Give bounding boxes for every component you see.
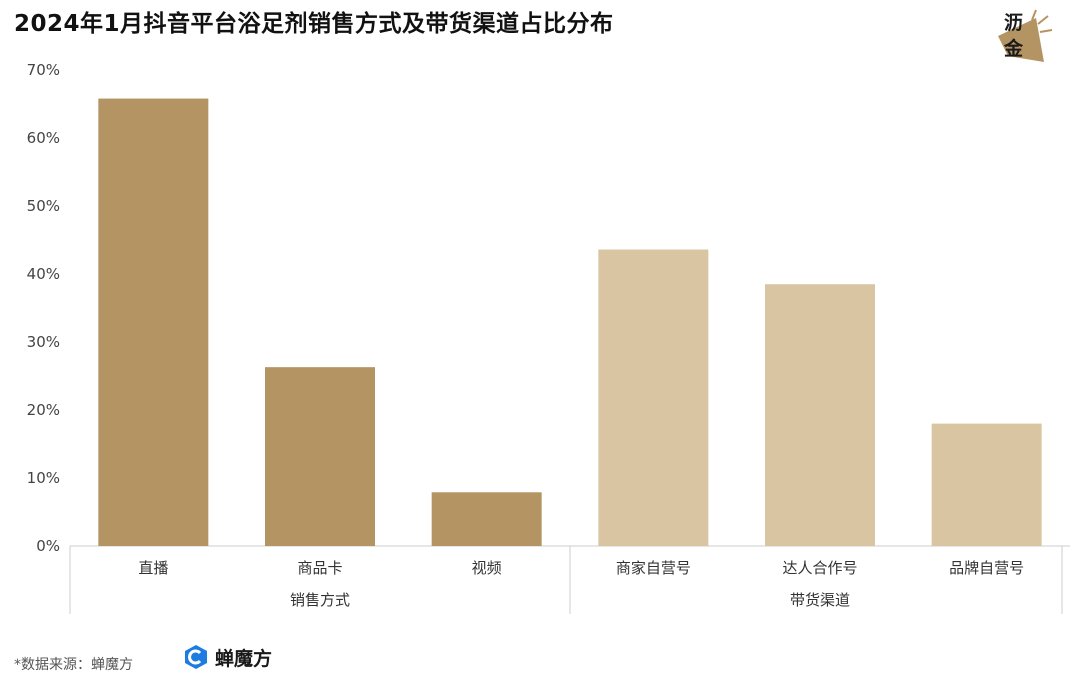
brand-logo: 沥 金	[992, 6, 1054, 66]
y-tick-label: 0%	[36, 537, 60, 555]
bar-1	[265, 367, 375, 546]
group-label: 销售方式	[290, 591, 350, 609]
chanmofang-logo-icon	[185, 645, 207, 669]
x-category-label: 商品卡	[297, 559, 342, 577]
y-tick-label: 40%	[27, 265, 60, 283]
x-category-label: 商家自营号	[616, 559, 691, 577]
x-category-label: 品牌自营号	[949, 559, 1024, 577]
logo-text-2: 金	[1004, 38, 1024, 60]
y-tick-label: 10%	[27, 469, 60, 487]
bar-0	[98, 98, 209, 546]
x-category-label: 达人合作号	[782, 559, 857, 577]
x-category-label: 视频	[472, 559, 502, 577]
bar-4	[765, 284, 875, 546]
brand-mark: 蝉魔方	[183, 642, 272, 672]
logo-text-1: 沥	[1004, 12, 1024, 34]
bar-3	[598, 249, 709, 546]
bar-chart: 0% 10% 20% 30% 40% 50% 60% 70% 直播 商品卡 视频 商家自营号 达人合作号…	[27, 61, 1070, 614]
y-tick-label: 20%	[27, 401, 60, 419]
logo-icon	[998, 9, 1053, 62]
y-tick-label: 70%	[27, 61, 60, 79]
group-label: 带货渠道	[790, 591, 850, 609]
y-tick-label: 30%	[27, 333, 60, 351]
x-category-label: 直播	[138, 559, 168, 577]
y-tick-label: 50%	[27, 197, 60, 215]
data-source-note: *数据来源：蝉魔方	[14, 657, 133, 673]
bar-5	[931, 423, 1042, 546]
y-tick-label: 60%	[27, 129, 60, 147]
brand-name: 蝉魔方	[215, 647, 273, 670]
chart-title: 2024年1月抖音平台浴足剂销售方式及带货渠道占比分布	[14, 11, 614, 37]
bar-2	[431, 492, 542, 546]
